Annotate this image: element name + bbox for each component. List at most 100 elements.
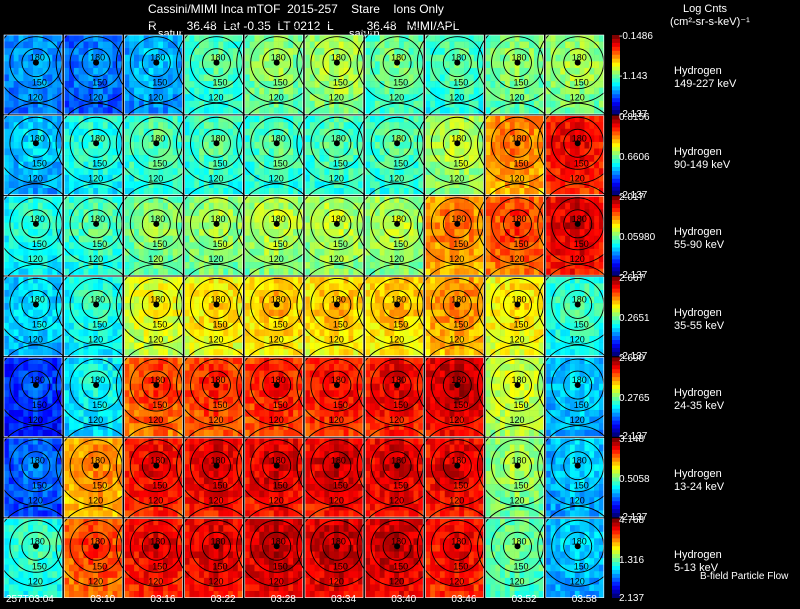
sky-pixel bbox=[529, 181, 535, 189]
sky-pixel bbox=[288, 229, 294, 236]
cell-border bbox=[63, 34, 123, 115]
sky-pixel bbox=[13, 87, 19, 95]
sky-pixel bbox=[88, 48, 94, 56]
sky-pixel bbox=[37, 349, 43, 357]
sky-pixel bbox=[555, 100, 561, 108]
sky-pixel bbox=[138, 262, 145, 269]
sky-pixel bbox=[13, 248, 19, 256]
sky-pixel bbox=[519, 248, 525, 256]
sky-pixel bbox=[500, 107, 506, 115]
sky-pixel bbox=[18, 41, 24, 49]
sky-pixel bbox=[403, 161, 409, 169]
contour-ring bbox=[202, 48, 231, 78]
sky-pixel bbox=[237, 94, 243, 102]
sky-pixel bbox=[223, 242, 229, 250]
sky-pixel bbox=[319, 87, 325, 95]
sky-pixel bbox=[153, 135, 159, 143]
sky-pixel bbox=[555, 107, 561, 115]
sky-pixel bbox=[439, 54, 446, 62]
sky-pixel bbox=[203, 41, 210, 49]
sky-pixel bbox=[598, 174, 605, 182]
sky-pixel bbox=[283, 87, 289, 95]
sky-pixel bbox=[259, 54, 265, 62]
center-dot bbox=[32, 140, 39, 147]
sky-pixel bbox=[490, 222, 496, 230]
sky-pixel bbox=[574, 248, 580, 256]
sky-pixel bbox=[464, 242, 470, 250]
sky-pixel bbox=[374, 81, 380, 88]
sky-pixel bbox=[47, 35, 53, 42]
sky-pixel bbox=[167, 122, 174, 130]
contour-label: 120 bbox=[269, 254, 284, 264]
sky-pixel bbox=[297, 115, 304, 123]
sky-pixel bbox=[8, 94, 14, 102]
sky-pixel bbox=[37, 276, 43, 284]
sky-pixel bbox=[399, 67, 405, 75]
sky-pixel bbox=[478, 94, 484, 102]
sky-pixel bbox=[249, 262, 255, 269]
sky-pixel bbox=[213, 94, 219, 102]
sky-pixel bbox=[579, 54, 585, 62]
sky-pixel bbox=[47, 309, 53, 317]
sky-pixel bbox=[435, 181, 441, 189]
sky-pixel bbox=[545, 174, 551, 182]
sky-pixel bbox=[194, 54, 200, 62]
sky-pixel bbox=[514, 48, 520, 56]
sky-pixel bbox=[57, 67, 63, 75]
sky-pixel bbox=[93, 202, 99, 210]
sky-pixel bbox=[408, 48, 414, 56]
sky-pixel bbox=[172, 107, 178, 115]
sky-pixel bbox=[545, 155, 551, 162]
sky-pixel bbox=[88, 283, 94, 291]
sky-pixel bbox=[288, 54, 294, 62]
sky-pixel bbox=[33, 215, 39, 223]
sky-pixel bbox=[444, 67, 450, 75]
sky-pixel bbox=[555, 61, 561, 69]
sky-pixel bbox=[23, 289, 29, 297]
sky-pixel bbox=[57, 242, 63, 250]
sky-pixel bbox=[42, 235, 48, 243]
sky-pixel bbox=[338, 87, 344, 95]
sky-pixel bbox=[550, 141, 556, 149]
sky-pixel bbox=[297, 262, 304, 269]
sky-pixel bbox=[134, 161, 140, 169]
sky-pixel bbox=[199, 41, 205, 49]
sky-pixel bbox=[194, 262, 200, 269]
sky-pixel bbox=[594, 168, 600, 176]
sky-pixel bbox=[425, 188, 431, 195]
sky-pixel bbox=[524, 174, 530, 182]
sky-pixel bbox=[52, 168, 58, 176]
sky-pixel bbox=[228, 122, 234, 130]
sky-pixel bbox=[37, 222, 43, 230]
sky-pixel bbox=[449, 61, 455, 69]
sky-pixel bbox=[117, 115, 123, 123]
sky-pixel bbox=[413, 87, 419, 95]
sky-pixel bbox=[57, 235, 63, 243]
sky-pixel bbox=[203, 54, 210, 62]
sky-pixel bbox=[98, 107, 104, 115]
sky-pixel bbox=[249, 222, 255, 230]
sky-pixel bbox=[37, 128, 43, 136]
sky-pixel bbox=[28, 235, 34, 243]
sky-pixel bbox=[365, 196, 371, 204]
sky-pixel bbox=[509, 67, 515, 75]
colorbar-segment bbox=[612, 159, 620, 164]
sky-pixel bbox=[184, 188, 190, 195]
sky-pixel bbox=[358, 222, 364, 230]
sky-pixel bbox=[64, 349, 70, 357]
sky-pixel bbox=[408, 74, 414, 82]
sky-pixel bbox=[598, 235, 605, 243]
sky-pixel bbox=[478, 181, 484, 189]
sky-pixel bbox=[88, 74, 94, 82]
sky-pixel bbox=[69, 242, 75, 250]
sky-pixel bbox=[264, 141, 270, 149]
sky-pixel bbox=[584, 74, 590, 82]
sky-pixel bbox=[57, 276, 63, 284]
sky-pixel bbox=[403, 209, 409, 217]
sky-pixel bbox=[57, 329, 63, 337]
sky-pixel bbox=[319, 35, 325, 42]
sky-pixel bbox=[138, 122, 145, 130]
sky-pixel bbox=[57, 81, 63, 88]
cell-border bbox=[425, 115, 484, 195]
sky-pixel bbox=[57, 248, 63, 256]
